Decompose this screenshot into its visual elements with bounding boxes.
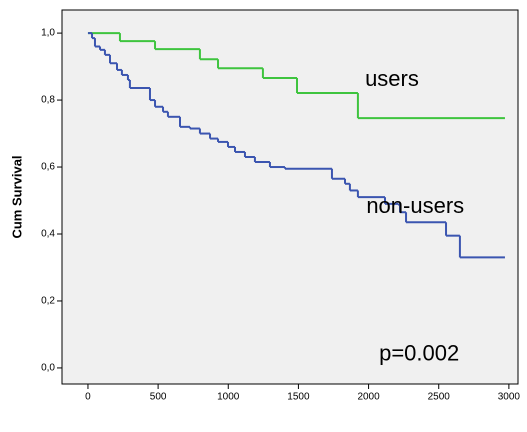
y-axis-label: Cum Survival	[9, 155, 24, 238]
y-tick-label: 0,2	[41, 296, 55, 307]
annotation: users	[365, 66, 419, 91]
x-tick-label: 1500	[287, 392, 310, 403]
x-tick-label: 2500	[428, 392, 451, 403]
x-tick-label: 0	[85, 392, 91, 403]
x-tick-label: 2000	[357, 392, 380, 403]
annotation: p=0.002	[379, 340, 459, 365]
y-tick-label: 0,0	[41, 363, 55, 374]
y-tick-label: 0,4	[41, 229, 55, 240]
y-tick-label: 0,6	[41, 162, 55, 173]
x-tick-label: 1000	[217, 392, 240, 403]
annotation: non-users	[366, 193, 464, 218]
x-tick-label: 3000	[498, 392, 521, 403]
y-tick-label: 1,0	[41, 28, 55, 39]
x-tick-label: 500	[150, 392, 167, 403]
y-tick-label: 0,8	[41, 95, 55, 106]
plot-area	[61, 9, 519, 385]
